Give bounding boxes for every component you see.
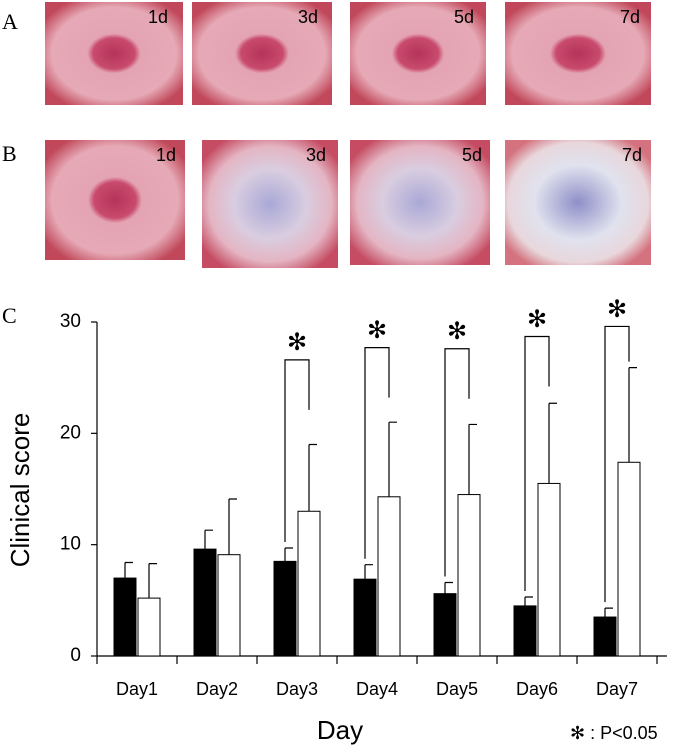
bar	[113, 577, 137, 657]
error-bar	[468, 423, 477, 495]
significance-bracket	[364, 347, 390, 559]
photo-label: 3d	[298, 7, 318, 27]
panel-label: A	[2, 9, 18, 34]
bar	[537, 482, 561, 657]
significance-mark: ✻	[367, 317, 387, 344]
eye-photo	[45, 2, 183, 105]
error-bar	[308, 443, 317, 512]
significance-mark: ✻	[447, 318, 467, 345]
photo-label: 1d	[148, 7, 168, 27]
error-bar	[364, 564, 373, 580]
legend-note: ✻ : P<0.05	[570, 723, 658, 743]
eye-photo	[350, 2, 486, 105]
eye-photo	[202, 140, 338, 268]
bar	[137, 597, 161, 657]
photo-label: 5d	[454, 7, 474, 27]
error-bar	[388, 421, 397, 497]
photo-panels	[45, 2, 651, 268]
bar	[377, 496, 401, 657]
bar	[457, 494, 481, 657]
error-bar	[524, 596, 533, 606]
significance-bracket	[284, 359, 310, 543]
photo-label: 7d	[620, 7, 640, 27]
significance-bracket	[444, 348, 470, 577]
bar	[353, 578, 377, 657]
x-tick-label: Day1	[116, 679, 158, 699]
bar	[273, 560, 297, 657]
significance-mark: ✻	[607, 296, 627, 323]
x-tick-label: Day5	[436, 679, 478, 699]
eye-photo	[505, 140, 651, 265]
panel-label: B	[2, 141, 17, 166]
bar	[217, 554, 241, 657]
error-bar	[444, 581, 453, 594]
y-tick-label: 0	[70, 645, 81, 666]
x-axis-label: Day	[317, 715, 363, 745]
eye-photo	[192, 2, 332, 105]
bar	[193, 548, 217, 657]
error-bar	[124, 561, 133, 579]
error-bar	[148, 562, 157, 599]
error-bar	[548, 402, 557, 484]
y-tick-label: 10	[60, 534, 81, 555]
bar	[513, 605, 537, 657]
panel-label: C	[2, 303, 17, 328]
x-tick-label: Day2	[196, 679, 238, 699]
error-bar	[204, 529, 213, 550]
x-tick-label: Day7	[596, 679, 638, 699]
bar	[593, 616, 617, 657]
eye-photo	[45, 140, 185, 260]
photo-label: 5d	[462, 145, 482, 165]
eye-photo	[350, 140, 490, 265]
bar	[297, 510, 321, 657]
y-axis-label: Clinical score	[5, 413, 35, 568]
bar	[617, 461, 641, 657]
photo-label: 1d	[156, 145, 176, 165]
error-bar	[228, 498, 237, 555]
significance-mark: ✻	[287, 329, 307, 356]
photo-label: 3d	[306, 145, 326, 165]
significance-mark: ✻	[527, 306, 547, 333]
photo-label: 7d	[622, 145, 642, 165]
y-tick-label: 20	[60, 422, 81, 443]
x-tick-label: Day3	[276, 679, 318, 699]
error-bar	[284, 547, 293, 562]
eye-photo	[505, 2, 651, 105]
significance-bracket	[524, 335, 550, 591]
significance-bracket	[604, 325, 630, 603]
x-tick-label: Day6	[516, 679, 558, 699]
y-tick-label: 30	[60, 311, 81, 332]
bar	[433, 593, 457, 657]
x-tick-label: Day4	[356, 679, 398, 699]
error-bar	[604, 607, 613, 618]
error-bar	[628, 367, 637, 463]
